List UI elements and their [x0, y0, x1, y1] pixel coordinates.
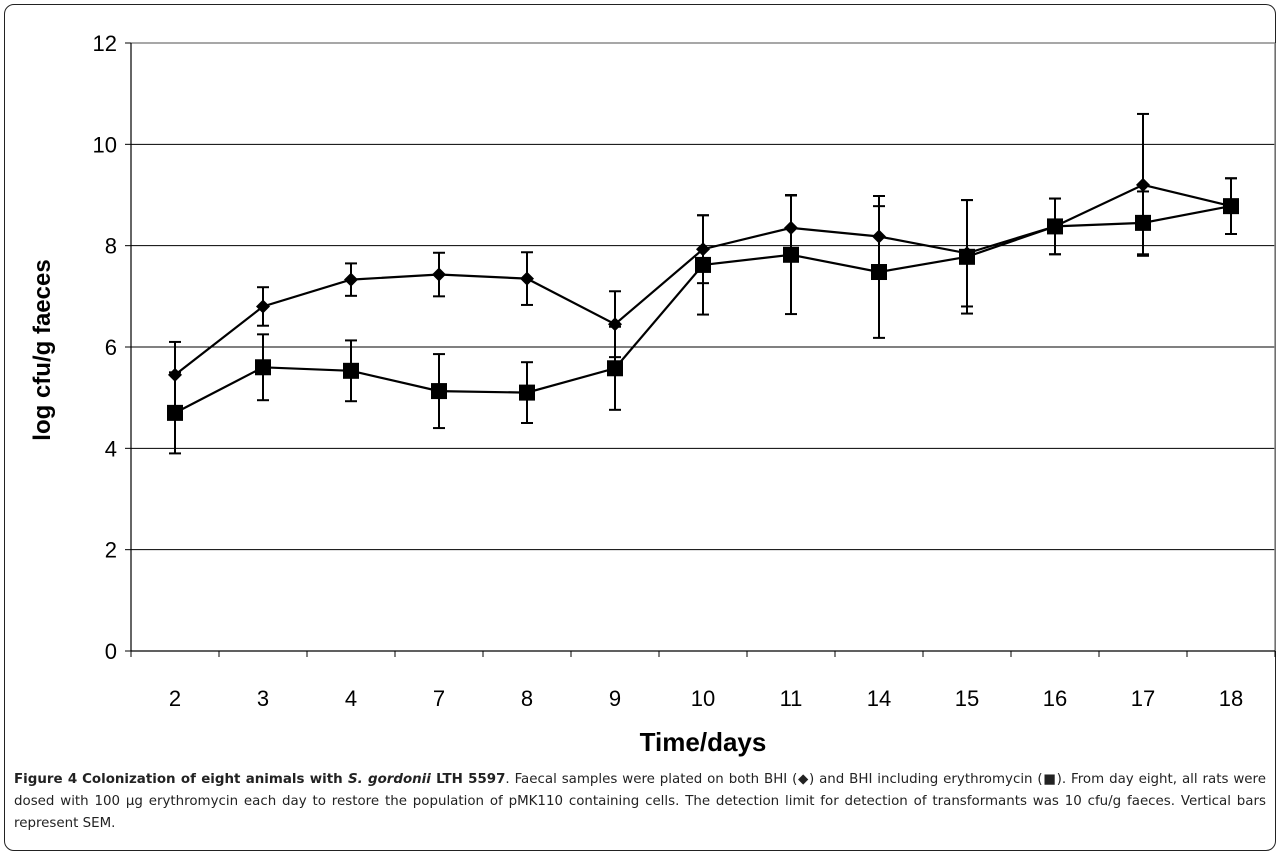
data-point-square — [871, 264, 887, 281]
data-point-diamond — [344, 272, 358, 287]
x-tick-label: 9 — [609, 686, 621, 711]
series-2 — [167, 177, 1239, 455]
figure-label: Figure 4 — [14, 772, 78, 787]
x-axis-title: Time/days — [640, 727, 767, 757]
figure-title: Colonization of eight animals with S. go… — [82, 772, 505, 787]
line-chart: 0 2 4 6 8 10 12 2 3 4 7 8 9 10 11 14 15 16 17 18 log cfu/g… — [29, 31, 1276, 757]
y-tick-label: 12 — [93, 31, 117, 56]
data-point-square — [1223, 198, 1239, 215]
x-tick-label: 17 — [1131, 686, 1155, 711]
x-tick-label: 11 — [780, 686, 803, 711]
x-tick-label: 8 — [521, 686, 533, 711]
y-tick-labels: 0 2 4 6 8 10 12 — [93, 31, 117, 664]
x-tick-label: 7 — [433, 686, 445, 711]
data-point-square — [1047, 218, 1063, 235]
data-point-square — [343, 362, 359, 379]
data-point-square — [431, 383, 447, 400]
x-tick-label: 10 — [691, 686, 715, 711]
data-point-square — [959, 248, 975, 265]
x-tick-label: 2 — [169, 686, 181, 711]
data-point-diamond — [520, 271, 534, 286]
data-point-square — [783, 246, 799, 263]
x-tick-label: 18 — [1219, 686, 1243, 711]
data-point-square — [255, 359, 271, 376]
data-point-square — [695, 256, 711, 273]
data-point-diamond — [432, 267, 446, 282]
y-tick-label: 10 — [93, 132, 117, 157]
x-tick-label: 4 — [345, 686, 357, 711]
gridlines — [131, 143, 1275, 551]
x-tick-labels: 2 3 4 7 8 9 10 11 14 15 16 17 18 — [169, 686, 1243, 711]
x-tick-label: 15 — [955, 686, 979, 711]
x-tick-label: 3 — [257, 686, 269, 711]
data-series — [167, 112, 1239, 455]
y-tick-label: 2 — [105, 538, 117, 563]
figure-title-text: Colonization of eight animals with — [82, 772, 348, 787]
data-point-square — [1135, 214, 1151, 231]
x-tick-label: 14 — [867, 686, 891, 711]
data-point-square — [607, 360, 623, 377]
y-axis-title: log cfu/g faeces — [29, 259, 56, 440]
caption-body: . Faecal samples were plated on both BHI… — [14, 772, 1266, 831]
data-point-diamond — [1136, 177, 1150, 192]
y-tick-label: 6 — [105, 335, 117, 360]
species-name: S. gordonii — [347, 772, 431, 787]
data-point-diamond — [256, 299, 270, 314]
figure-caption: Figure 4 Colonization of eight animals w… — [14, 769, 1266, 835]
data-point-square — [519, 384, 535, 401]
x-tick-label: 16 — [1043, 686, 1067, 711]
axes — [125, 42, 1276, 657]
y-tick-label: 4 — [105, 436, 117, 461]
y-tick-label: 8 — [105, 234, 117, 259]
y-tick-label: 0 — [105, 639, 117, 664]
data-point-square — [167, 404, 183, 421]
figure-title-strain: LTH 5597 — [430, 772, 506, 787]
